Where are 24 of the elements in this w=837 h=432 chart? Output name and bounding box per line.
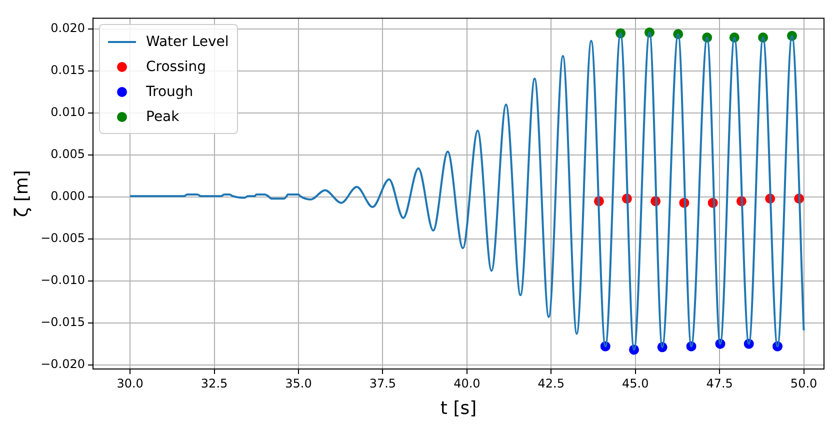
x-tick-label: 42.5 (538, 376, 564, 390)
x-tick-label: 45.0 (622, 376, 649, 390)
x-tick-label: 35.0 (285, 376, 312, 390)
y-tick-label: 0.005 (50, 147, 86, 162)
y-tick-label: −0.020 (40, 356, 86, 371)
x-tick-label: 50.0 (790, 376, 818, 390)
y-tick-label: −0.015 (40, 314, 86, 329)
legend-label: Crossing (146, 58, 206, 75)
y-tick-label: 0.020 (50, 21, 86, 36)
y-tick-label: 0.015 (50, 63, 86, 78)
x-tick-label: 40.0 (454, 376, 480, 390)
legend-label: Peak (146, 108, 180, 125)
x-tick-label: 47.5 (706, 376, 733, 390)
y-tick-label: −0.010 (40, 273, 86, 288)
y-tick-label: 0.000 (50, 189, 86, 204)
y-axis-title: ζ [m] (11, 170, 32, 218)
x-tick-label: 37.5 (369, 376, 396, 390)
legend-label: Trough (146, 84, 194, 100)
x-tick-label: 30.0 (116, 376, 144, 390)
legend-label: Water Level (146, 34, 229, 50)
y-tick-label: 0.010 (50, 105, 86, 120)
x-tick-label: 32.5 (200, 376, 228, 390)
y-tick-label: −0.005 (40, 231, 86, 246)
x-axis-title: t [s] (440, 398, 477, 419)
